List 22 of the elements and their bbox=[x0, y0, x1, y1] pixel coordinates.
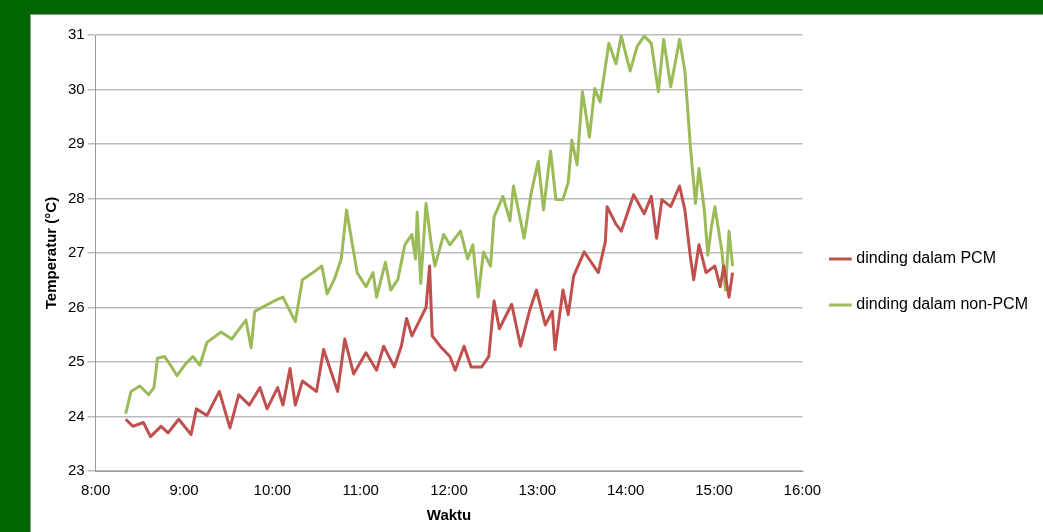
legend-label: dinding dalam PCM bbox=[856, 249, 996, 267]
x-tick-label: 13:00 bbox=[518, 481, 557, 499]
x-tick-label: 12:00 bbox=[430, 481, 468, 499]
y-tick-label: 25 bbox=[68, 352, 85, 370]
y-tick-label: 26 bbox=[68, 297, 85, 315]
x-tick-label: 14:00 bbox=[606, 481, 645, 499]
x-tick-label: 8:00 bbox=[81, 481, 111, 499]
x-axis-title: Waktu bbox=[426, 506, 472, 524]
y-tick-label: 28 bbox=[68, 188, 85, 206]
x-tick-label: 9:00 bbox=[169, 481, 199, 499]
y-tick-label: 24 bbox=[68, 406, 85, 424]
x-tick-label: 11:00 bbox=[342, 481, 379, 499]
y-tick-label: 27 bbox=[68, 243, 85, 261]
x-tick-label: 15:00 bbox=[695, 481, 733, 499]
x-tick-label: 10:00 bbox=[253, 481, 292, 499]
y-axis-title: Temperatur (°C) bbox=[42, 196, 60, 310]
y-tick-label: 31 bbox=[68, 25, 85, 43]
legend-label: dinding dalam non-PCM bbox=[856, 295, 1029, 313]
x-tick-label: 16:00 bbox=[783, 481, 822, 499]
y-tick-label: 30 bbox=[68, 79, 85, 97]
y-tick-label: 29 bbox=[68, 134, 85, 152]
y-tick-label: 23 bbox=[68, 461, 85, 479]
